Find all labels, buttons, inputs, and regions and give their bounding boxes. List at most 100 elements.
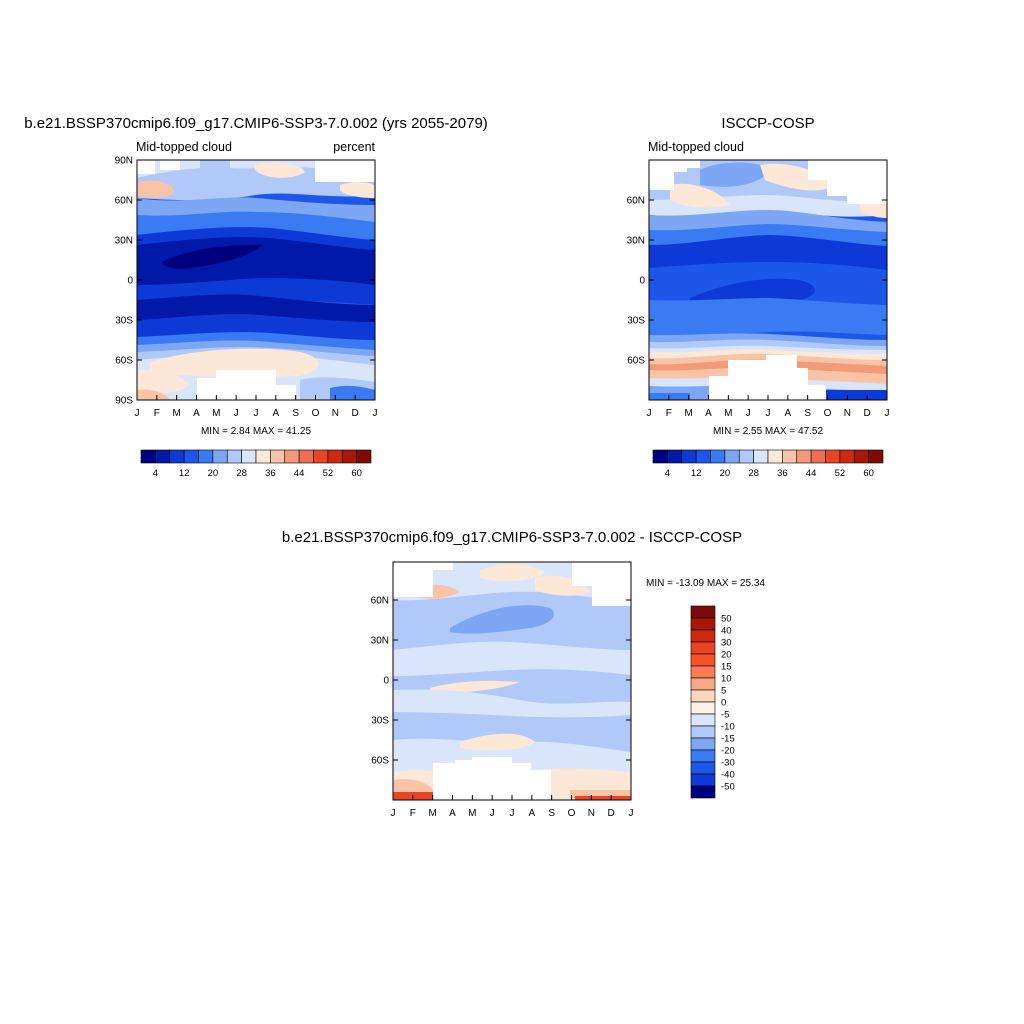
colorbar-diff-swatch	[690, 725, 716, 739]
colorbar-obs-label: 4	[665, 468, 670, 479]
colorbar-model-label: 12	[179, 468, 190, 479]
colorbar-obs-swatch	[825, 449, 841, 464]
colorbar-obs-swatch	[695, 449, 711, 464]
colorbar-obs-swatch	[681, 449, 697, 464]
panel-obs-ytick-label: 60N	[627, 196, 645, 207]
panel-model-ytick-label: 30N	[115, 236, 133, 247]
colorbar-obs-swatch	[782, 449, 798, 464]
panel-diff-xtick-label: O	[568, 808, 576, 819]
panel-obs-xtick-label: J	[746, 408, 751, 419]
panel-obs-xtick-label: A	[705, 408, 712, 419]
panel-diff: b.e21.BSSP370cmip6.f09_g17.CMIP6-SSP3-7.…	[282, 529, 766, 819]
panel-obs-map	[649, 160, 887, 400]
colorbar-obs-label: 28	[748, 468, 759, 479]
colorbar-model-label: 52	[323, 468, 334, 479]
panel-obs-xtick-label: J	[766, 408, 771, 419]
panel-diff-ytick-label: 60N	[371, 596, 389, 607]
panel-diff-xtick-label: J	[490, 808, 495, 819]
panel-obs-ytick-label: 60S	[627, 356, 645, 367]
panel-diff-map	[393, 562, 631, 800]
colorbar-diff-swatch	[690, 653, 716, 667]
colorbar-obs-swatch	[853, 449, 869, 464]
colorbar-obs-swatch	[753, 449, 769, 464]
colorbar-diff-label: 30	[721, 638, 732, 649]
colorbar-model: 4 12 20 28 36 44 52 60	[140, 449, 372, 479]
colorbar-model-swatch	[270, 449, 286, 464]
colorbar-obs-label: 44	[806, 468, 817, 479]
panel-model-xtick-label: S	[292, 408, 299, 419]
colorbar-model-swatch	[198, 449, 214, 464]
colorbar-diff-label: -10	[721, 722, 735, 733]
panel-model-ytick-label: 90S	[115, 396, 133, 407]
colorbar-diff-swatch	[690, 641, 716, 655]
panel-model-xtick-label: A	[193, 408, 200, 419]
colorbar-model-label: 36	[265, 468, 276, 479]
colorbar-obs-label: 12	[691, 468, 702, 479]
colorbar-model-swatch	[183, 449, 199, 464]
colorbar-diff-swatch	[690, 605, 716, 619]
panel-diff-ytick-label: 60S	[371, 756, 389, 767]
colorbar-diff-swatch	[690, 629, 716, 643]
colorbar-model-swatch	[241, 449, 257, 464]
panel-model-subtitle-right: percent	[333, 140, 375, 154]
colorbar-obs-swatch	[652, 449, 668, 464]
panel-diff-stats: MIN = -13.09 MAX = 25.34	[646, 578, 765, 589]
panel-obs-xtick-label: M	[684, 408, 692, 419]
colorbar-diff-swatch	[690, 737, 716, 751]
panel-model-subtitle-left: Mid-topped cloud	[136, 140, 232, 154]
panel-diff-xtick-label: M	[468, 808, 476, 819]
colorbar-obs-swatch	[796, 449, 812, 464]
colorbar-model-swatch	[313, 449, 329, 464]
panel-obs-xtick-label: O	[824, 408, 832, 419]
colorbar-obs-swatch	[868, 449, 884, 464]
panel-model-ytick-label: 60N	[115, 196, 133, 207]
panel-diff-xtick-label: S	[548, 808, 555, 819]
panel-model-ytick-label: 60S	[115, 356, 133, 367]
panel-obs-xtick-label: N	[844, 408, 851, 419]
colorbar-model-label: 60	[351, 468, 362, 479]
panel-model-xtick-label: D	[352, 408, 359, 419]
panel-model-xtick-label: J	[234, 408, 239, 419]
colorbar-model-label: 44	[294, 468, 305, 479]
panel-model-xtick-label: J	[373, 408, 378, 419]
panel-obs-ytick-label: 30S	[627, 316, 645, 327]
panel-model-xtick-label: F	[154, 408, 160, 419]
colorbar-obs-swatch	[738, 449, 754, 464]
colorbar-diff-label: -40	[721, 770, 735, 781]
colorbar-model-swatch	[327, 449, 343, 464]
colorbar-diff-swatch	[690, 749, 716, 763]
colorbar-obs-swatch	[839, 449, 855, 464]
colorbar-diff-swatch	[690, 713, 716, 727]
colorbar-model-label: 28	[236, 468, 247, 479]
panel-obs-title: ISCCP-COSP	[721, 115, 814, 132]
colorbar-diff-swatch	[690, 773, 716, 787]
colorbar-diff-swatch	[690, 761, 716, 775]
colorbar-diff-label: -20	[721, 746, 735, 757]
panel-diff-ytick-label: 0	[383, 676, 389, 687]
panel-diff-xtick-label: D	[608, 808, 615, 819]
panel-obs-xtick-label: J	[647, 408, 652, 419]
panel-diff-xtick-label: A	[528, 808, 535, 819]
colorbar-model-swatch	[155, 449, 171, 464]
panel-model: b.e21.BSSP370cmip6.f09_g17.CMIP6-SSP3-7.…	[24, 115, 488, 479]
panel-obs-ytick-label: 0	[639, 276, 645, 287]
colorbar-diff-label: 20	[721, 650, 732, 661]
panel-diff-xtick-label: J	[391, 808, 396, 819]
colorbar-model-swatch	[284, 449, 300, 464]
colorbar-model-swatch	[341, 449, 357, 464]
colorbar-diff-label: 5	[721, 686, 726, 697]
colorbar-model-swatch	[140, 449, 156, 464]
colorbar-model-swatch	[356, 449, 372, 464]
colorbar-diff-label: -5	[721, 710, 729, 721]
colorbar-obs-swatch	[710, 449, 726, 464]
colorbar-model-swatch	[226, 449, 242, 464]
panel-diff-xtick-label: M	[428, 808, 436, 819]
panel-model-xtick-label: M	[212, 408, 220, 419]
panel-model-ytick-label: 30S	[115, 316, 133, 327]
colorbar-diff-swatch	[690, 665, 716, 679]
colorbar-diff-label: -50	[721, 782, 735, 793]
colorbar-diff-swatch	[690, 785, 716, 799]
panel-model-ytick-label: 0	[127, 276, 133, 287]
